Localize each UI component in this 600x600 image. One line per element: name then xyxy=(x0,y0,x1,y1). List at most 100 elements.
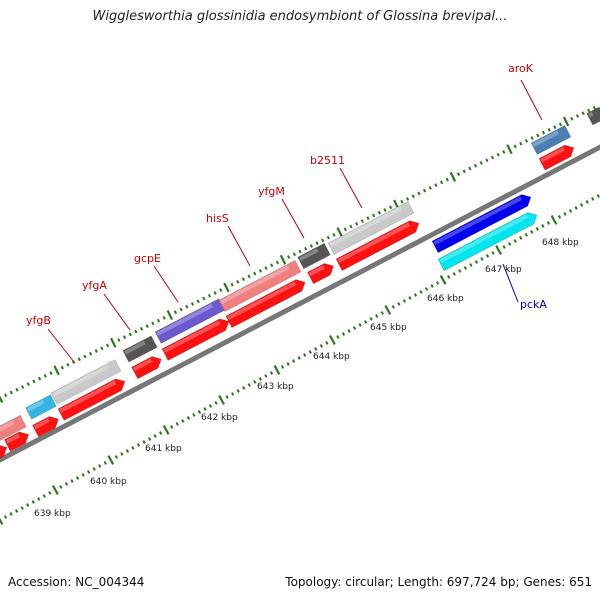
cds-red-3-highlight xyxy=(59,380,117,413)
tick-lower-minor xyxy=(247,383,251,387)
tick-lower-minor xyxy=(3,515,8,519)
feature-track xyxy=(0,106,600,463)
gene-block-b2511-highlight xyxy=(329,206,403,247)
tick-upper-minor xyxy=(389,205,393,210)
tick-upper-minor xyxy=(530,136,534,141)
tick-lower-minor xyxy=(452,272,456,276)
tick-lower-minor xyxy=(519,236,523,240)
cds-red-4-shape xyxy=(131,356,162,380)
tick-upper-major xyxy=(506,144,513,155)
gene-block-hisS-highlight xyxy=(220,265,290,304)
backbone xyxy=(0,144,600,463)
tick-lower-minor xyxy=(48,491,52,495)
cds-red-9 xyxy=(538,144,575,171)
tick-lower-minor xyxy=(86,470,91,474)
tick-lower-minor xyxy=(408,296,412,300)
tick-lower-minor xyxy=(391,305,395,309)
tick-upper-minor xyxy=(247,274,251,279)
tick-upper-minor xyxy=(473,163,478,168)
tick-upper-minor xyxy=(230,282,234,287)
tick-upper-minor xyxy=(15,387,19,392)
tick-lower-minor xyxy=(485,254,490,258)
gene-label: yfgB xyxy=(26,314,51,327)
kbp-label: 646 kbp xyxy=(427,294,464,304)
gene-block-yfgM xyxy=(297,242,331,270)
tick-upper-minor xyxy=(207,293,212,298)
tick-lower-minor xyxy=(92,467,96,471)
gene-block-blue-shape xyxy=(431,194,532,254)
tick-lower-minor xyxy=(435,281,440,285)
tick-upper-minor xyxy=(587,108,591,113)
tick-upper-major xyxy=(336,227,343,238)
cds-red-0 xyxy=(0,444,8,463)
tick-upper-minor xyxy=(270,263,274,268)
gene-block-sky-highlight xyxy=(26,399,45,412)
tick-lower-minor xyxy=(231,392,235,396)
tick-upper-minor xyxy=(468,166,472,171)
tick-upper-minor xyxy=(558,122,563,127)
tick-lower-minor xyxy=(175,422,179,426)
tick-upper-major xyxy=(449,171,457,182)
tick-lower-minor xyxy=(214,401,218,405)
gene-block-gcpE-highlight xyxy=(156,303,214,336)
tick-upper-minor xyxy=(332,233,336,237)
tick-upper-minor xyxy=(26,382,30,387)
tick-upper-minor xyxy=(236,280,240,284)
tick-upper-minor xyxy=(309,244,313,248)
tick-lower-minor xyxy=(314,347,318,351)
tick-upper-major xyxy=(223,282,230,293)
kbp-label: 639 kbp xyxy=(34,509,71,519)
tick-lower-minor xyxy=(192,413,196,417)
tick-lower-minor xyxy=(535,227,539,231)
tick-lower-minor xyxy=(352,326,357,330)
tick-lower-minor xyxy=(463,266,467,270)
leader-line xyxy=(153,265,179,303)
tick-upper-minor xyxy=(275,260,279,265)
tick-lower-minor xyxy=(258,377,262,381)
tick-lower-minor xyxy=(142,440,146,444)
gene-block-aroK-highlight xyxy=(532,130,560,147)
tick-upper-minor xyxy=(479,161,483,165)
tick-upper-minor xyxy=(77,357,81,362)
leader-line xyxy=(520,79,543,121)
cds-red-1 xyxy=(3,431,30,452)
tick-lower-minor xyxy=(557,215,562,219)
tick-lower-minor xyxy=(170,425,174,429)
tick-lower-minor xyxy=(507,242,512,246)
tick-lower-minor xyxy=(325,341,329,345)
tick-lower-minor xyxy=(419,290,423,294)
tick-lower-minor xyxy=(430,284,434,288)
tick-row-lower xyxy=(0,194,600,525)
tick-lower-major xyxy=(273,365,281,375)
tick-upper-major xyxy=(0,395,4,403)
tick-lower-minor xyxy=(574,206,578,210)
tick-lower-minor xyxy=(131,446,135,450)
kbp-label: 643 kbp xyxy=(257,382,294,392)
tick-upper-minor xyxy=(400,199,404,204)
tick-upper-minor xyxy=(405,197,410,201)
tick-upper-minor xyxy=(462,169,466,174)
tick-upper-minor xyxy=(292,252,296,257)
tick-lower-minor xyxy=(70,479,74,483)
tick-upper-minor xyxy=(196,299,200,304)
gene-block-sky xyxy=(25,394,57,420)
kbp-label: 645 kbp xyxy=(370,323,407,333)
tick-lower-minor xyxy=(336,335,340,339)
tick-upper-minor xyxy=(343,227,347,232)
gene-block-pink-small-shape xyxy=(0,414,27,442)
cds-red-8-shape xyxy=(335,220,420,271)
cds-red-5-highlight xyxy=(163,320,221,353)
gene-block-edge-shape xyxy=(586,106,600,126)
gene-label: yfgM xyxy=(258,185,285,198)
tick-lower-minor xyxy=(31,500,35,504)
tick-upper-minor xyxy=(570,116,574,121)
tick-upper-minor xyxy=(94,349,98,353)
tick-upper-minor xyxy=(581,111,585,116)
tick-upper-minor xyxy=(9,390,13,395)
tick-lower-minor xyxy=(59,485,63,489)
cds-red-5 xyxy=(161,318,230,361)
gene-block-blue-highlight xyxy=(433,196,523,246)
kbp-label: 648 kbp xyxy=(542,238,579,248)
tick-upper-minor xyxy=(417,191,421,196)
